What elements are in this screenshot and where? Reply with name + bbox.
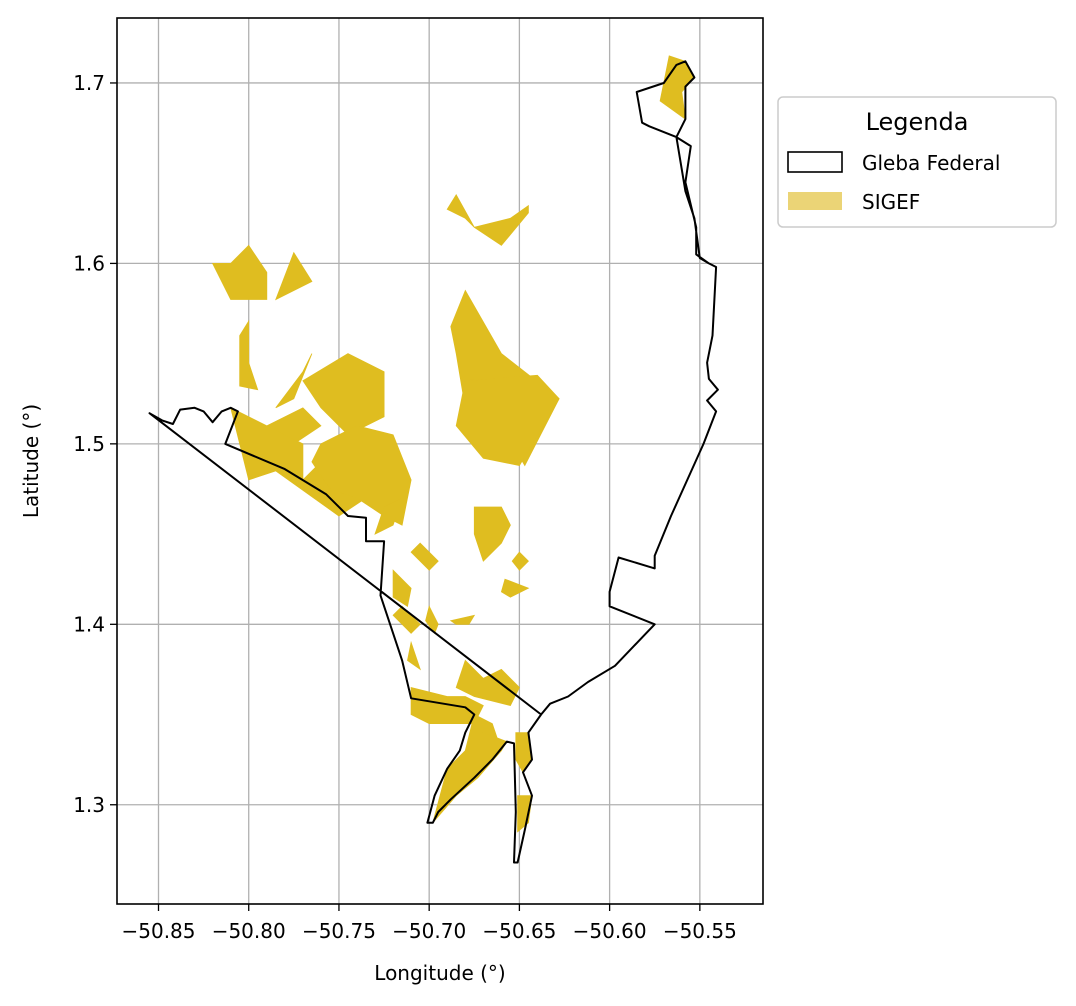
gleba-federal-boundary <box>148 60 719 864</box>
sigef-parcel <box>449 614 476 625</box>
y-axis-label: Latitude (°) <box>19 404 43 518</box>
x-tick-label: −50.70 <box>392 919 466 943</box>
gleba-federal-polygon <box>148 60 719 864</box>
sigef-parcel <box>511 551 529 571</box>
x-tick-label: −50.55 <box>663 919 737 943</box>
legend-swatch-sigef <box>788 192 842 210</box>
sigef-parcel <box>517 795 533 833</box>
y-tick-label: 1.6 <box>73 251 105 275</box>
grid-lines <box>117 18 763 904</box>
x-axis-label: Longitude (°) <box>374 961 505 985</box>
legend-label-sigef: SIGEF <box>862 190 920 214</box>
y-tick-label: 1.4 <box>73 612 105 636</box>
legend: Legenda Gleba Federal SIGEF <box>777 96 1057 228</box>
sigef-parcel <box>407 640 421 671</box>
y-tick-label: 1.7 <box>73 71 105 95</box>
x-tick-label: −50.85 <box>121 919 195 943</box>
x-axis-ticks: −50.85 −50.80 −50.75 −50.70 −50.65 −50.60 −50.… <box>121 904 737 943</box>
sigef-parcel <box>239 319 259 391</box>
sigef-parcel <box>473 506 511 562</box>
sigef-parcel <box>410 542 439 571</box>
x-tick-label: −50.80 <box>212 919 286 943</box>
sigef-parcel <box>392 605 421 634</box>
legend-box <box>777 96 1057 228</box>
sigef-parcels <box>211 55 695 833</box>
x-tick-label: −50.65 <box>482 919 556 943</box>
sigef-parcel <box>211 244 268 300</box>
sigef-parcel <box>455 374 560 466</box>
sigef-parcel <box>392 569 412 607</box>
sigef-parcel <box>275 353 313 409</box>
sigef-parcel <box>446 194 529 246</box>
y-axis-ticks: 1.3 1.4 1.5 1.6 1.7 <box>73 71 117 817</box>
legend-swatch-gleba <box>787 151 843 173</box>
plot-frame <box>116 17 764 905</box>
y-tick-label: 1.5 <box>73 432 105 456</box>
sigef-parcel <box>500 578 530 598</box>
legend-label-gleba: Gleba Federal <box>862 151 1000 175</box>
sigef-parcel <box>410 686 484 724</box>
sigef-parcel <box>275 251 313 301</box>
sigef-parcel <box>455 659 520 706</box>
legend-title: Legenda <box>866 108 969 136</box>
x-tick-label: −50.75 <box>302 919 376 943</box>
sigef-parcel <box>374 497 403 535</box>
x-tick-label: −50.60 <box>573 919 647 943</box>
y-tick-label: 1.3 <box>73 793 105 817</box>
